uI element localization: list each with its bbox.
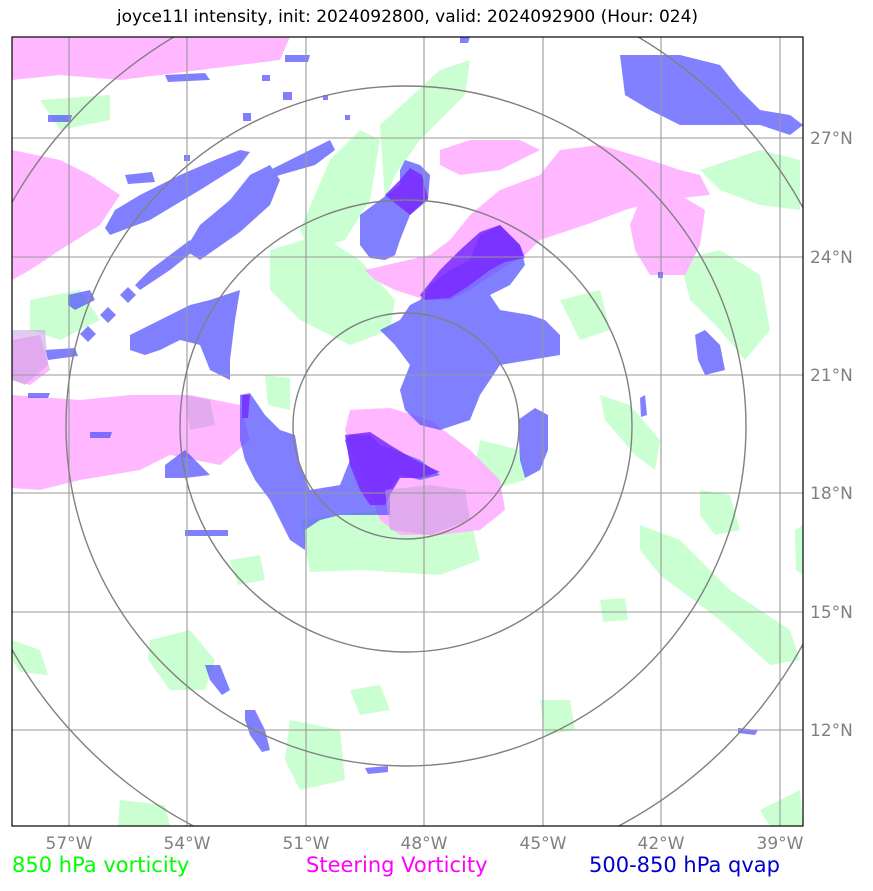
lat-label: 12°N <box>810 721 853 741</box>
lon-label: 54°W <box>164 834 211 854</box>
lon-label: 57°W <box>46 834 93 854</box>
lat-label: 18°N <box>810 484 853 504</box>
map-title: joyce11l intensity, init: 2024092800, va… <box>116 7 699 27</box>
lon-label: 48°W <box>401 834 448 854</box>
range-rings <box>12 37 803 826</box>
lon-label: 39°W <box>757 834 804 854</box>
lon-label: 42°W <box>638 834 685 854</box>
lat-label: 21°N <box>810 366 853 386</box>
latitude-labels: 27°N 24°N 21°N 18°N 15°N 12°N <box>810 129 853 741</box>
lat-label: 24°N <box>810 248 853 268</box>
vorticity-850-layer <box>12 60 803 826</box>
qvap-dense-layer <box>242 168 525 505</box>
graticule <box>12 37 803 826</box>
legend-qvap: 500-850 hPa qvap <box>589 853 780 877</box>
overlap-layer <box>12 330 470 535</box>
legend-vorticity-850: 850 hPa vorticity <box>12 853 190 877</box>
lon-label: 45°W <box>520 834 567 854</box>
qvap-layer <box>28 37 803 774</box>
lat-label: 27°N <box>810 129 853 149</box>
legend-steering-vorticity: Steering Vorticity <box>306 853 488 877</box>
lon-label: 51°W <box>283 834 330 854</box>
lat-label: 15°N <box>810 603 853 623</box>
longitude-labels: 57°W 54°W 51°W 48°W 45°W 42°W 39°W <box>46 834 804 854</box>
plot-frame <box>11 36 804 827</box>
